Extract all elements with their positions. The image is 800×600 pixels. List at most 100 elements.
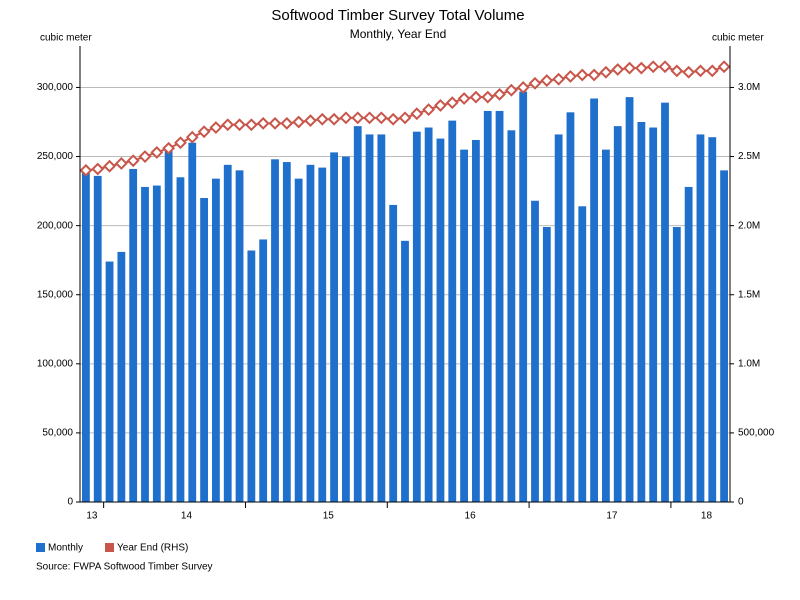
line-marker xyxy=(351,111,365,125)
line-marker xyxy=(114,157,128,170)
line-marker xyxy=(717,60,731,74)
bar xyxy=(566,112,575,502)
bar xyxy=(684,186,693,503)
bar xyxy=(176,177,185,503)
line-marker xyxy=(646,60,660,74)
line-marker xyxy=(670,64,684,78)
line-marker xyxy=(504,83,518,97)
line-marker xyxy=(292,115,306,129)
y2-axis-label: cubic meter xyxy=(712,33,764,44)
line-marker xyxy=(209,121,223,134)
bar xyxy=(696,134,705,502)
y2-tick-label: 0 xyxy=(738,497,744,508)
bar xyxy=(271,159,279,503)
x-tick-label: 16 xyxy=(465,511,477,522)
line-marker xyxy=(634,61,648,75)
line-marker xyxy=(79,163,93,177)
legend-label: Year End (RHS) xyxy=(117,543,188,554)
bar xyxy=(590,98,598,502)
bar xyxy=(649,127,658,502)
chart-title: Softwood Timber Survey Total Volume xyxy=(271,7,524,24)
bar xyxy=(554,134,563,502)
line-marker xyxy=(162,141,176,155)
x-tick-label: 13 xyxy=(86,511,98,522)
bar xyxy=(235,170,244,502)
line-marker xyxy=(469,90,483,104)
y2-tick-label: 1.5M xyxy=(738,289,760,300)
bar xyxy=(401,240,409,502)
bar xyxy=(294,178,303,502)
bar xyxy=(93,175,102,502)
line-marker xyxy=(315,112,329,126)
line-marker xyxy=(599,65,613,79)
bar xyxy=(377,134,386,502)
bar xyxy=(531,200,539,502)
line-marker xyxy=(174,136,187,150)
bar xyxy=(330,152,338,502)
bar xyxy=(424,127,433,502)
bar xyxy=(708,137,717,502)
bar xyxy=(542,227,551,502)
bar xyxy=(602,149,610,503)
line-marker xyxy=(327,112,341,126)
bar xyxy=(212,178,220,502)
y-tick-label: 100,000 xyxy=(37,358,74,369)
line-marker xyxy=(552,72,566,86)
bar xyxy=(448,120,457,503)
line-marker xyxy=(185,130,199,144)
line-marker xyxy=(103,159,116,173)
bar xyxy=(353,126,362,503)
line-marker xyxy=(575,68,589,82)
x-tick-label: 18 xyxy=(701,511,713,522)
line-marker xyxy=(386,112,400,126)
bar xyxy=(637,122,646,502)
bar xyxy=(282,162,291,502)
line-marker xyxy=(493,87,506,101)
legend-label: Monthly xyxy=(48,543,83,554)
bar xyxy=(259,239,268,503)
y-tick-label: 150,000 xyxy=(37,289,74,300)
source: Source: FWPA Softwood Timber Survey xyxy=(36,562,213,573)
line-marker xyxy=(705,64,719,78)
line-marker xyxy=(374,111,388,125)
line-marker xyxy=(528,76,542,90)
y-tick-label: 200,000 xyxy=(37,220,74,231)
line-marker xyxy=(564,69,577,83)
line-marker xyxy=(304,114,317,128)
line-marker xyxy=(540,74,554,87)
bar xyxy=(389,204,398,502)
bar xyxy=(720,170,728,502)
line-marker xyxy=(150,145,164,159)
bar xyxy=(436,138,445,502)
y2-tick-label: 3.0M xyxy=(738,82,760,93)
line-marker xyxy=(611,63,625,76)
line-marker xyxy=(91,162,105,176)
line-marker xyxy=(623,61,636,75)
y-tick-label: 300,000 xyxy=(37,82,74,93)
line-marker xyxy=(682,65,696,79)
y2-tick-label: 2.5M xyxy=(738,151,760,162)
bar xyxy=(412,131,421,502)
bar xyxy=(495,110,504,502)
bar xyxy=(460,149,468,503)
line-marker xyxy=(339,111,353,125)
bar xyxy=(188,142,197,502)
line-marker xyxy=(244,118,258,132)
y2-tick-label: 1.0M xyxy=(738,358,760,369)
line-marker xyxy=(434,99,447,112)
legend-swatch xyxy=(36,543,45,552)
bar xyxy=(342,156,350,502)
bar xyxy=(200,198,208,502)
bar xyxy=(613,126,622,503)
bar xyxy=(223,164,232,502)
x-tick-label: 17 xyxy=(606,511,618,522)
line-marker xyxy=(587,68,601,82)
bar xyxy=(672,227,681,502)
y2-tick-label: 500,000 xyxy=(738,428,775,439)
bar xyxy=(306,164,315,502)
bar xyxy=(105,261,114,502)
line-marker xyxy=(197,125,211,139)
bar xyxy=(483,110,492,502)
y-axis-label: cubic meter xyxy=(40,33,92,44)
